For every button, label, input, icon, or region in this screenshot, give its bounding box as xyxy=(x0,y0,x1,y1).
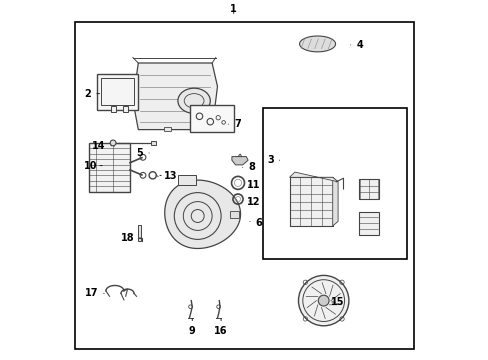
Circle shape xyxy=(110,140,116,146)
Text: 3: 3 xyxy=(266,155,279,165)
Polygon shape xyxy=(133,63,217,130)
Bar xyxy=(138,225,141,241)
Bar xyxy=(89,143,130,192)
Bar xyxy=(262,108,406,259)
Text: 8: 8 xyxy=(242,162,255,172)
Polygon shape xyxy=(164,180,240,248)
Circle shape xyxy=(318,295,328,306)
Text: 5: 5 xyxy=(137,148,149,158)
Bar xyxy=(163,127,170,131)
Bar xyxy=(289,177,332,226)
Text: 12: 12 xyxy=(246,197,260,207)
Bar xyxy=(358,211,378,235)
Bar xyxy=(151,141,156,145)
Bar xyxy=(101,78,134,105)
Text: 17: 17 xyxy=(84,288,104,298)
Bar xyxy=(358,179,378,199)
Bar xyxy=(97,74,138,110)
Text: 6: 6 xyxy=(249,218,262,228)
Polygon shape xyxy=(332,177,337,226)
Polygon shape xyxy=(299,36,335,52)
Text: 2: 2 xyxy=(84,89,100,99)
Text: 7: 7 xyxy=(228,119,240,129)
Text: 9: 9 xyxy=(188,319,195,336)
Ellipse shape xyxy=(178,88,210,113)
Text: 16: 16 xyxy=(214,319,227,336)
Text: 15: 15 xyxy=(331,297,344,307)
Text: 1: 1 xyxy=(230,4,237,14)
Bar xyxy=(110,106,116,112)
Polygon shape xyxy=(231,157,247,165)
Bar xyxy=(230,211,239,218)
Polygon shape xyxy=(289,172,337,182)
Text: 18: 18 xyxy=(121,233,140,243)
Text: 14: 14 xyxy=(92,141,111,151)
Circle shape xyxy=(298,275,348,326)
Text: 13: 13 xyxy=(160,171,177,181)
Text: 10: 10 xyxy=(83,161,102,171)
Text: 4: 4 xyxy=(350,40,362,50)
Text: 11: 11 xyxy=(246,180,260,190)
Bar xyxy=(190,105,233,132)
Bar xyxy=(122,106,128,112)
Bar xyxy=(178,175,196,185)
